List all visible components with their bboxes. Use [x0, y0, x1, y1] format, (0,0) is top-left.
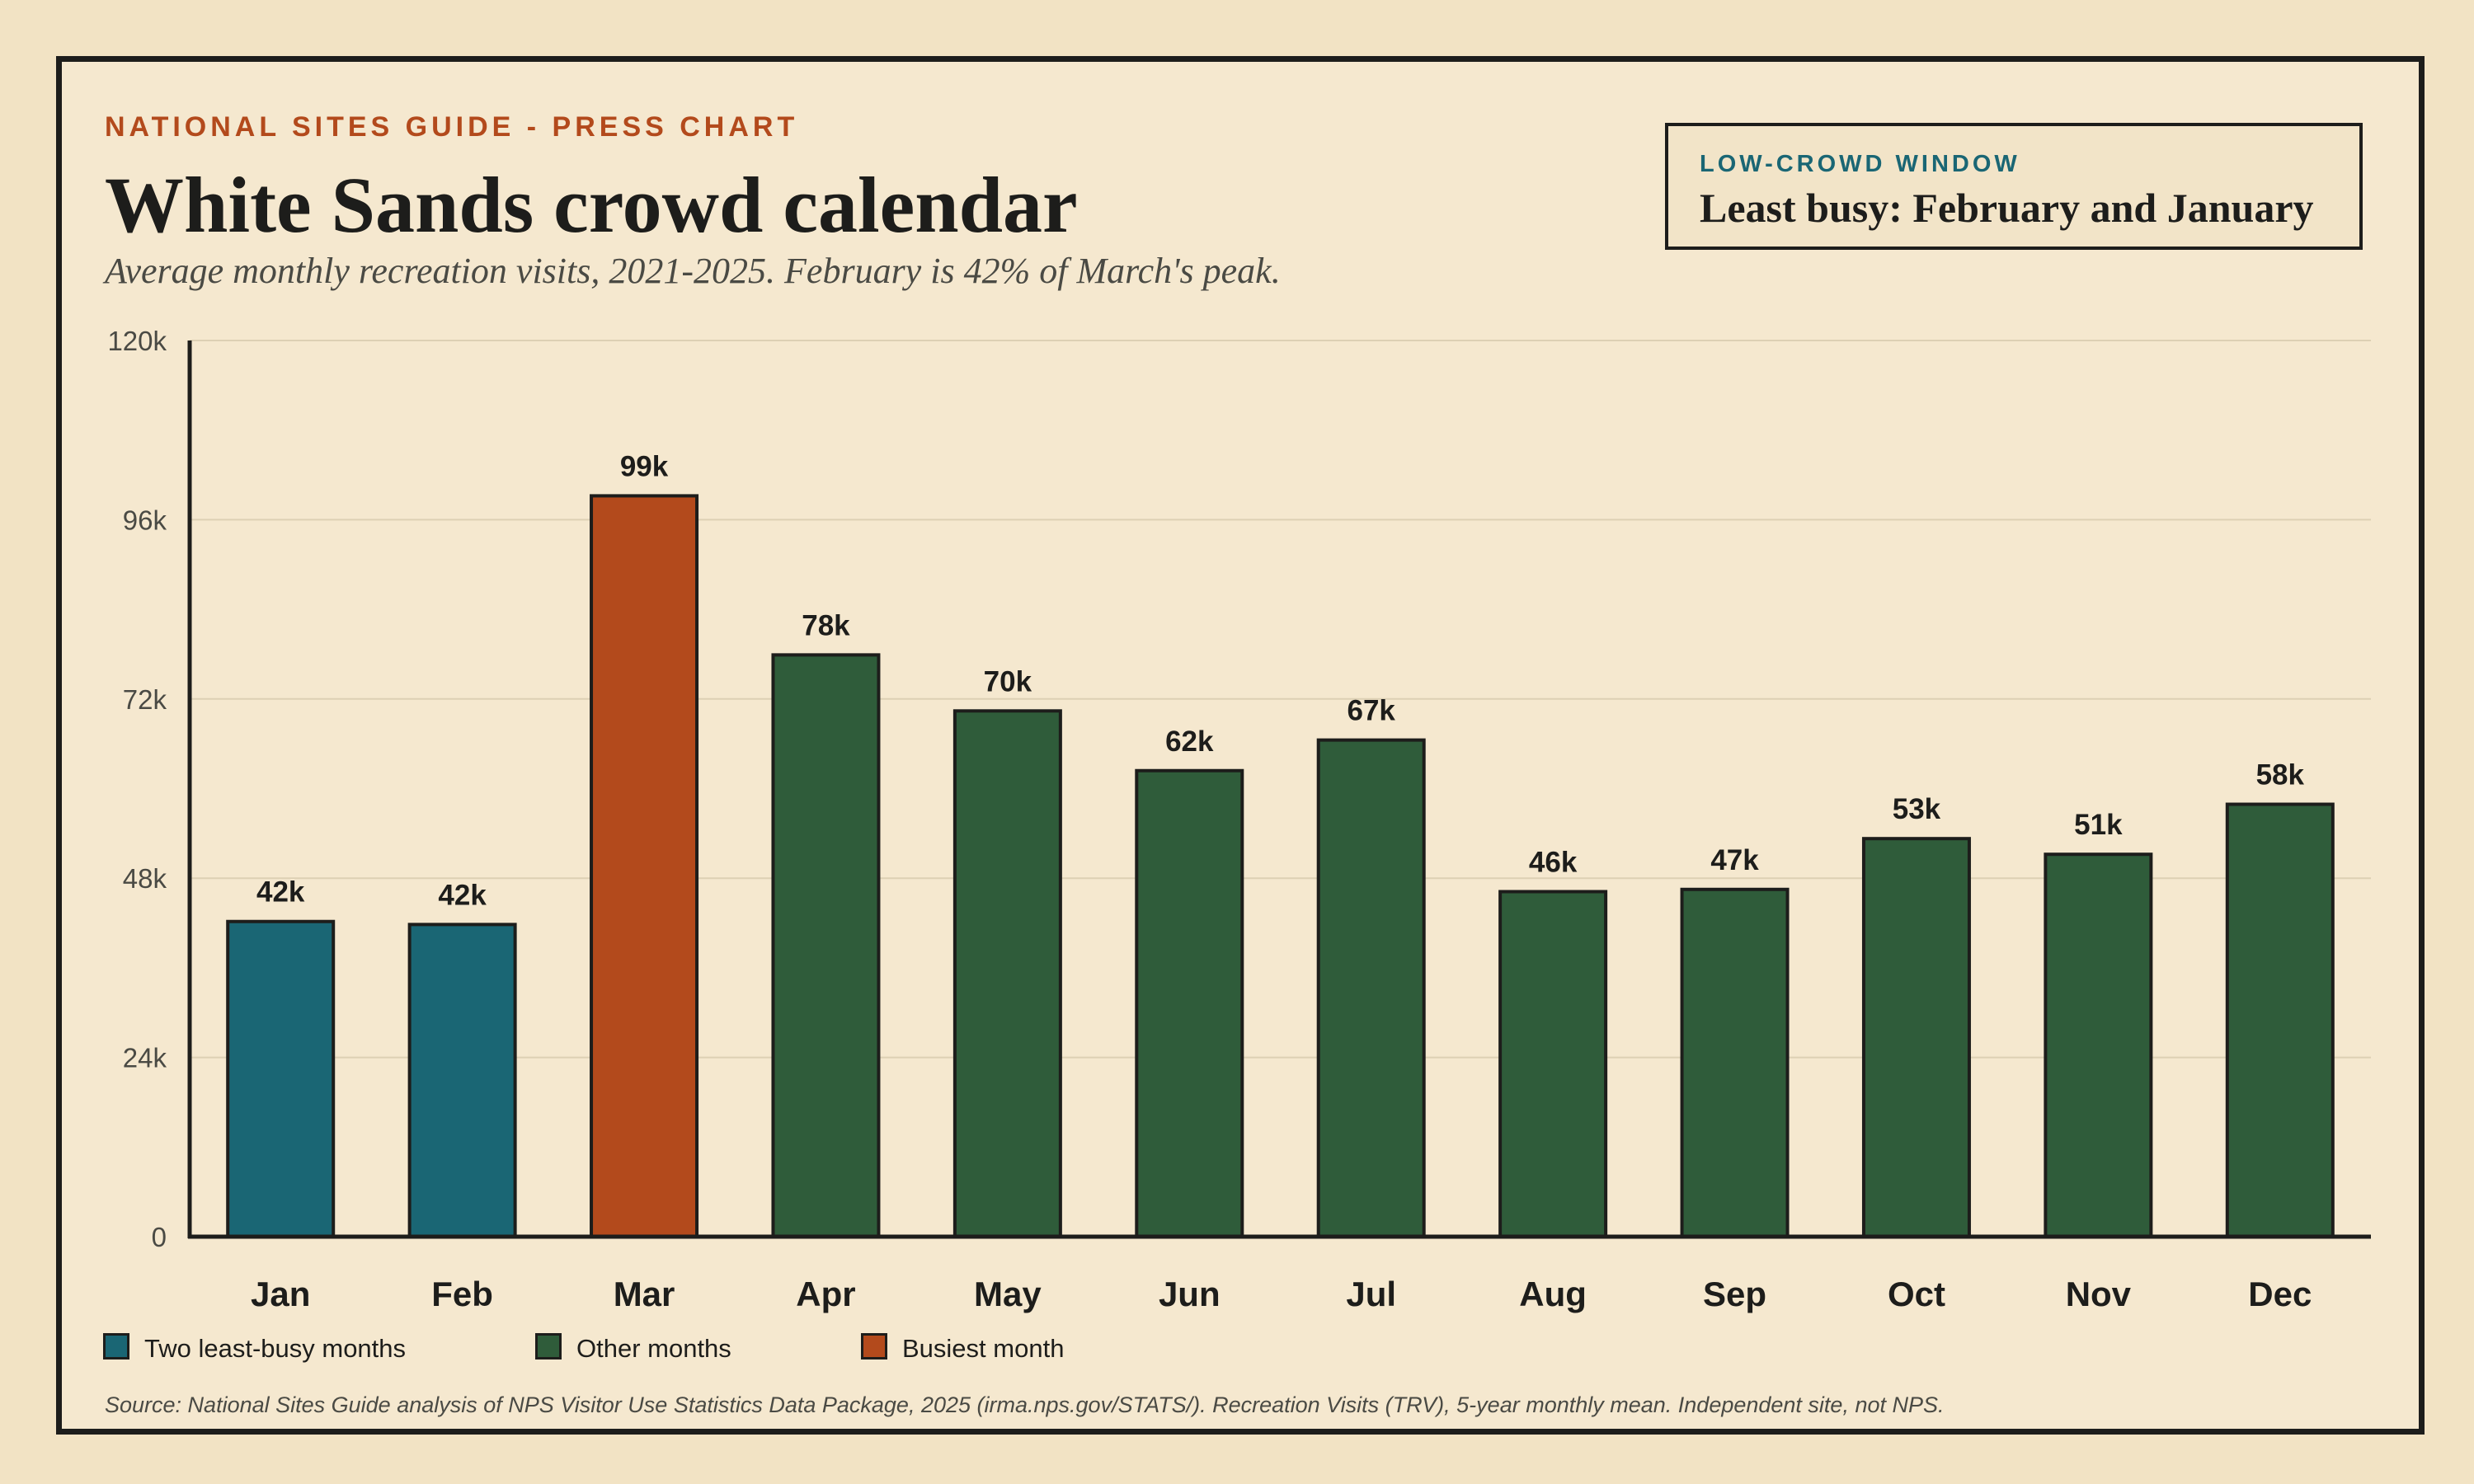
- y-tick-label: 72k: [123, 684, 167, 715]
- bar-may: [952, 709, 1062, 1238]
- data-label: 58k: [2256, 759, 2305, 791]
- low-crowd-callout: LOW-CROWD WINDOW Least busy: February an…: [1665, 123, 2363, 250]
- x-tick-label: Jan: [251, 1275, 310, 1313]
- x-tick-label: Feb: [431, 1275, 493, 1313]
- x-tick-label: Aug: [1519, 1275, 1587, 1313]
- x-tick-label: Jul: [1346, 1275, 1396, 1313]
- bar-jan: [226, 919, 336, 1238]
- bar-nov: [2044, 852, 2153, 1238]
- bar-mar: [590, 494, 699, 1238]
- y-tick-label: 120k: [107, 326, 167, 356]
- bar-dec: [2225, 802, 2335, 1238]
- y-tick-label: 96k: [123, 505, 167, 535]
- bar-jul: [1316, 738, 1426, 1238]
- x-tick-label: Dec: [2248, 1275, 2312, 1313]
- data-label: 53k: [1893, 793, 1941, 825]
- y-tick-label: 0: [152, 1222, 167, 1252]
- bar-feb: [407, 923, 517, 1239]
- x-tick-label: May: [974, 1275, 1042, 1313]
- callout-kicker: LOW-CROWD WINDOW: [1700, 151, 2020, 177]
- y-tick-label: 48k: [123, 863, 167, 894]
- legend-swatch-other: [535, 1333, 562, 1360]
- chart-title: White Sands crowd calendar: [105, 161, 1078, 249]
- kicker-label: NATIONAL SITES GUIDE - PRESS CHART: [105, 111, 799, 143]
- x-tick-label: Mar: [614, 1275, 675, 1313]
- source-note: Source: National Sites Guide analysis of…: [105, 1392, 1945, 1417]
- legend-swatch-busiest: [861, 1333, 887, 1360]
- bar-aug: [1498, 890, 1608, 1238]
- bar-sep: [1680, 887, 1790, 1238]
- y-tick-label: 24k: [123, 1043, 167, 1073]
- legend-label-least-busy: Two least-busy months: [144, 1334, 407, 1363]
- x-tick-label: Jun: [1159, 1275, 1221, 1313]
- data-label: 78k: [802, 609, 850, 641]
- bar-chart: 0 24k 48k 72k 96k 120k 42k Jan 42k Feb 99k Mar 78k Ap…: [107, 326, 2371, 1313]
- data-label: 99k: [620, 450, 669, 482]
- data-label: 67k: [1348, 695, 1396, 727]
- x-tick-label: Nov: [2066, 1275, 2132, 1313]
- data-label: 47k: [1710, 844, 1759, 876]
- legend-swatch-least-busy: [103, 1333, 129, 1360]
- data-label: 70k: [984, 665, 1032, 697]
- legend-label-busiest: Busiest month: [902, 1334, 1065, 1363]
- bar-apr: [771, 653, 881, 1238]
- bar-jun: [1135, 768, 1244, 1238]
- callout-text: Least busy: February and January: [1700, 185, 2314, 231]
- chart-subtitle: Average monthly recreation visits, 2021-…: [105, 251, 1281, 291]
- data-label: 42k: [256, 876, 305, 909]
- x-tick-label: Apr: [796, 1275, 855, 1313]
- data-label: 62k: [1165, 726, 1214, 758]
- x-tick-label: Sep: [1703, 1275, 1766, 1313]
- legend-label-other: Other months: [576, 1334, 731, 1363]
- data-label: 42k: [438, 879, 487, 911]
- data-label: 46k: [1529, 847, 1578, 879]
- bar-oct: [1861, 837, 1971, 1239]
- chart-frame: NATIONAL SITES GUIDE - PRESS CHART White…: [56, 56, 2425, 1435]
- data-label: 51k: [2074, 809, 2123, 841]
- x-tick-label: Oct: [1888, 1275, 1945, 1313]
